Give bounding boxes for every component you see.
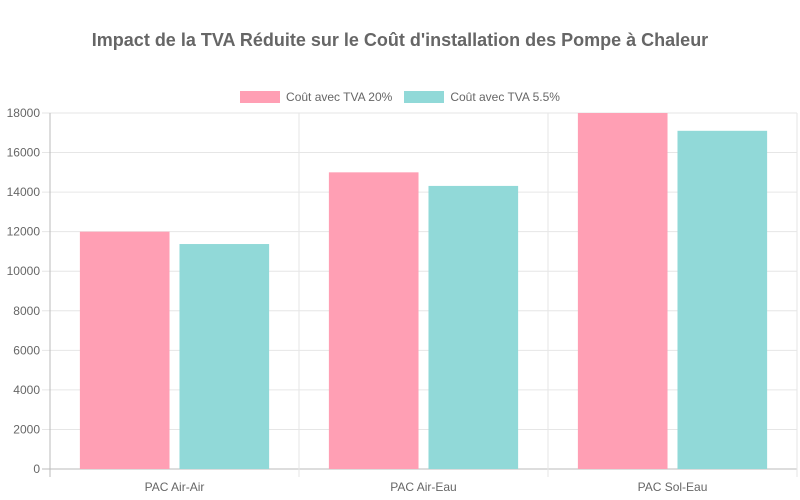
legend-label-tva-5-5: Coût avec TVA 5.5% (450, 90, 560, 104)
y-tick-label: 16000 (7, 146, 41, 160)
legend-swatch-tva-20 (240, 91, 281, 103)
y-tick-label: 12000 (7, 225, 41, 239)
y-tick-label: 4000 (13, 383, 40, 397)
bar-tva-20 (79, 231, 170, 469)
bar-tva-5-5 (677, 130, 768, 470)
bar-tva-20 (328, 172, 419, 470)
y-tick-label: 10000 (7, 264, 41, 278)
x-tick-label: PAC Air-Eau (390, 480, 456, 494)
y-tick-label: 18000 (7, 106, 41, 120)
bar-tva-20 (577, 113, 668, 469)
y-tick-label: 0 (33, 462, 40, 476)
legend-swatch-tva-5-5 (404, 91, 445, 103)
y-tick-label: 6000 (13, 343, 40, 357)
y-tick-label: 8000 (13, 304, 40, 318)
chart-title: Impact de la TVA Réduite sur le Coût d'i… (91, 30, 709, 50)
x-tick-label: PAC Sol-Eau (638, 480, 708, 494)
bar-tva-5-5 (428, 185, 519, 470)
legend-item-tva-5-5[interactable]: Coût avec TVA 5.5% (404, 90, 560, 104)
bar-tva-5-5 (179, 244, 270, 469)
legend-item-tva-20[interactable]: Coût avec TVA 20% (240, 90, 392, 104)
y-tick-label: 2000 (13, 422, 40, 436)
legend-label-tva-20: Coût avec TVA 20% (286, 90, 393, 104)
x-tick-label: PAC Air-Air (145, 480, 205, 494)
legend: Coût avec TVA 20% Coût avec TVA 5.5% (0, 90, 800, 104)
y-tick-label: 14000 (7, 185, 41, 199)
